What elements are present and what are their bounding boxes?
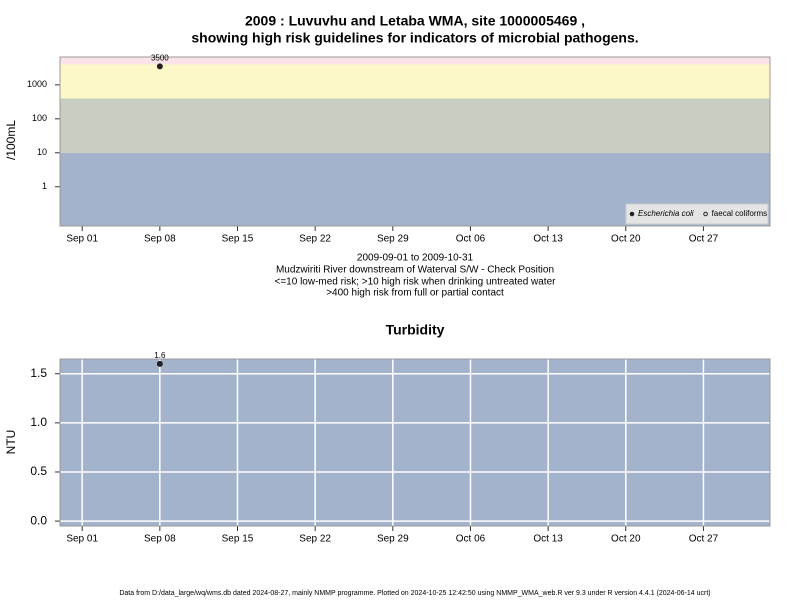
chart-title: 2009 : Luvuvhu and Letaba WMA, site 1000… — [245, 13, 585, 29]
x-tick-label: Oct 06 — [456, 234, 486, 245]
chart-title: Turbidity — [386, 322, 445, 338]
data-point — [156, 63, 163, 70]
legend-box — [625, 203, 769, 225]
y-tick-label: 1.5 — [30, 366, 47, 380]
plot-frame — [59, 358, 771, 527]
y-tick-label: 1000 — [27, 79, 47, 89]
caption: >400 high risk from full or partial cont… — [326, 288, 504, 299]
x-tick-label: Oct 27 — [689, 534, 719, 545]
footer: Data from D:/data_large/wq/wms.db dated … — [119, 590, 710, 597]
x-tick-label: Oct 06 — [456, 534, 486, 545]
x-tick-label: Oct 20 — [611, 234, 641, 245]
legend-label: Escherichia coli — [638, 209, 694, 218]
value-label: 3500 — [151, 53, 169, 62]
y-axis-label: /100mL — [4, 120, 18, 160]
value-label: 1.6 — [154, 351, 166, 360]
y-tick-label: 10 — [37, 147, 47, 157]
x-tick-label: Sep 08 — [144, 234, 176, 245]
plot-frame — [59, 56, 771, 227]
x-tick-label: Oct 13 — [533, 534, 563, 545]
caption: Mudzwiriti River downstream of Waterval … — [276, 265, 554, 276]
legend-label: faecal coliforms — [712, 209, 768, 218]
y-axis-label: NTU — [4, 430, 18, 455]
y-tick-label: 0.0 — [30, 513, 47, 527]
x-tick-label: Sep 08 — [144, 534, 176, 545]
x-tick-label: Sep 22 — [299, 534, 331, 545]
legend-marker — [703, 211, 708, 217]
x-tick-label: Oct 13 — [533, 234, 563, 245]
risk-band — [60, 98, 770, 153]
y-tick-label: 1.0 — [30, 415, 47, 429]
x-tick-label: Sep 22 — [299, 234, 331, 245]
y-tick-label: 0.5 — [30, 464, 47, 478]
x-tick-label: Oct 27 — [689, 234, 719, 245]
data-point — [156, 360, 163, 367]
x-tick-label: Sep 01 — [66, 534, 98, 545]
plot-background — [60, 359, 770, 526]
legend-marker — [629, 211, 635, 217]
x-tick-label: Sep 01 — [66, 234, 98, 245]
x-tick-label: Sep 15 — [222, 234, 254, 245]
x-tick-label: Sep 15 — [222, 534, 254, 545]
y-tick-label: 1 — [42, 181, 47, 191]
y-tick-label: 100 — [32, 113, 47, 123]
x-tick-label: Sep 29 — [377, 234, 409, 245]
caption: <=10 low-med risk; >10 high risk when dr… — [275, 277, 557, 288]
x-tick-label: Oct 20 — [611, 534, 641, 545]
x-tick-label: Sep 29 — [377, 534, 409, 545]
caption: 2009-09-01 to 2009-10-31 — [357, 253, 474, 264]
chart-title: showing high risk guidelines for indicat… — [191, 30, 638, 46]
risk-band — [60, 64, 770, 99]
